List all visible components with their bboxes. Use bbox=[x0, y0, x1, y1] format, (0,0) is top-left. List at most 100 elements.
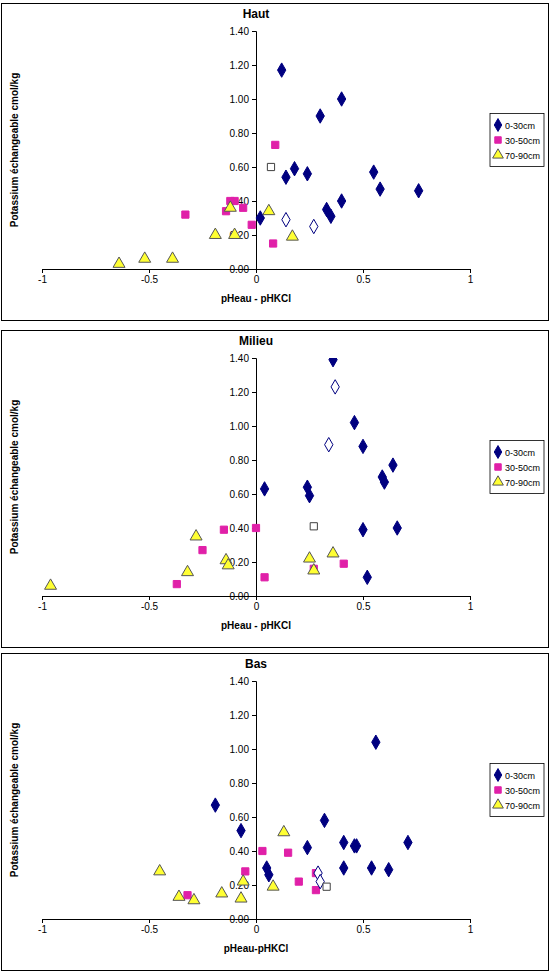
y-tick-label: 0.60 bbox=[230, 489, 250, 500]
y-tick-label: 1.00 bbox=[230, 744, 250, 755]
x-tick-mark bbox=[470, 269, 471, 273]
plot-points bbox=[45, 358, 402, 589]
series bbox=[256, 63, 423, 225]
y-tick-label: 1.20 bbox=[230, 60, 250, 71]
legend-label: 0-30cm bbox=[505, 771, 535, 781]
point bbox=[310, 219, 318, 233]
legend-marker bbox=[493, 799, 504, 808]
x-axis-line bbox=[43, 920, 471, 924]
y-tick: 1.40 bbox=[230, 353, 256, 364]
y-tick-label: 1.00 bbox=[230, 421, 250, 432]
y-tick-mark bbox=[252, 426, 256, 427]
x-tick: -1 bbox=[38, 919, 47, 935]
point bbox=[209, 228, 221, 238]
y-tick-mark bbox=[252, 919, 256, 920]
y-tick-label: 1.40 bbox=[230, 676, 250, 687]
point bbox=[393, 521, 401, 535]
series bbox=[173, 524, 347, 587]
x-tick: 0 bbox=[254, 919, 260, 935]
legend-label: 0-30cm bbox=[505, 448, 535, 458]
x-tick-label: 0.5 bbox=[357, 924, 371, 935]
series bbox=[282, 212, 318, 233]
x-tick-mark bbox=[149, 919, 150, 923]
y-tick-mark bbox=[252, 133, 256, 134]
y-tick: 0.20 bbox=[230, 557, 256, 568]
point bbox=[359, 439, 367, 453]
point bbox=[404, 835, 412, 849]
legend-label: 70-90cm bbox=[505, 801, 540, 811]
point bbox=[139, 252, 151, 262]
y-tick-mark bbox=[252, 681, 256, 682]
y-tick-label: 1.20 bbox=[230, 710, 250, 721]
x-tick-label: -1 bbox=[38, 274, 47, 285]
title: Milieu bbox=[239, 334, 273, 348]
x-tick: 1 bbox=[468, 596, 474, 612]
point bbox=[376, 182, 384, 196]
point bbox=[242, 868, 249, 875]
y-axis: 0.000.200.400.600.801.001.201.40 bbox=[230, 676, 257, 925]
y-tick-mark bbox=[252, 167, 256, 168]
point bbox=[259, 847, 266, 854]
y-axis-title: Potassium échangeable cmol/kg bbox=[9, 723, 20, 878]
point bbox=[182, 211, 189, 218]
point bbox=[350, 415, 358, 429]
point bbox=[304, 552, 316, 562]
y-tick-mark bbox=[252, 494, 256, 495]
series bbox=[323, 883, 330, 890]
x-tick-mark bbox=[42, 596, 43, 600]
y-tick: 1.40 bbox=[230, 26, 256, 37]
panel: Haut-1-0.500.510.000.200.400.600.801.001… bbox=[2, 4, 549, 321]
x-tick-mark bbox=[149, 596, 150, 600]
point bbox=[113, 257, 125, 267]
legend-marker bbox=[495, 464, 501, 470]
point bbox=[329, 358, 337, 367]
x-tick: -1 bbox=[38, 269, 47, 285]
point bbox=[284, 849, 291, 856]
point bbox=[359, 522, 367, 536]
point bbox=[252, 524, 259, 531]
point bbox=[316, 109, 324, 123]
panel-border bbox=[2, 331, 549, 648]
figure: Haut-1-0.500.510.000.200.400.600.801.001… bbox=[0, 0, 550, 973]
x-tick-label: 1 bbox=[468, 601, 474, 612]
point bbox=[211, 798, 219, 812]
point bbox=[327, 209, 335, 223]
point bbox=[286, 230, 298, 240]
y-axis-line bbox=[252, 682, 257, 920]
point bbox=[389, 458, 397, 472]
point bbox=[367, 861, 375, 875]
legend-box bbox=[490, 114, 544, 167]
series bbox=[260, 358, 401, 585]
x-tick-mark bbox=[470, 919, 471, 923]
y-tick-mark bbox=[252, 817, 256, 818]
y-tick-mark bbox=[252, 269, 256, 270]
legend-marker bbox=[494, 119, 501, 132]
x-axis: -1-0.500.51 bbox=[38, 919, 474, 935]
legend-label: 70-90cm bbox=[505, 478, 540, 488]
point bbox=[190, 530, 202, 540]
point bbox=[327, 547, 339, 557]
point bbox=[224, 201, 236, 211]
y-axis: 0.000.200.400.600.801.001.201.40 bbox=[230, 353, 257, 602]
y-tick-label: 1.40 bbox=[230, 26, 250, 37]
x-tick-mark bbox=[363, 269, 364, 273]
y-tick-label: 1.40 bbox=[230, 353, 250, 364]
y-tick-mark bbox=[252, 235, 256, 236]
y-tick: 1.20 bbox=[230, 387, 256, 398]
point bbox=[295, 878, 302, 885]
legend-marker bbox=[493, 476, 504, 485]
point bbox=[278, 825, 290, 835]
y-tick: 0.80 bbox=[230, 128, 256, 139]
point bbox=[154, 864, 166, 874]
y-tick: 0.60 bbox=[230, 489, 256, 500]
legend-box bbox=[490, 764, 544, 817]
x-tick-mark bbox=[363, 919, 364, 923]
point bbox=[372, 735, 380, 749]
series bbox=[184, 847, 320, 898]
point bbox=[303, 840, 311, 854]
x-tick: 0 bbox=[254, 269, 260, 285]
y-tick-mark bbox=[252, 715, 256, 716]
y-tick-mark bbox=[252, 99, 256, 100]
panel: Milieu-1-0.500.510.000.200.400.600.801.0… bbox=[2, 331, 549, 648]
y-tick: 1.20 bbox=[230, 710, 256, 721]
